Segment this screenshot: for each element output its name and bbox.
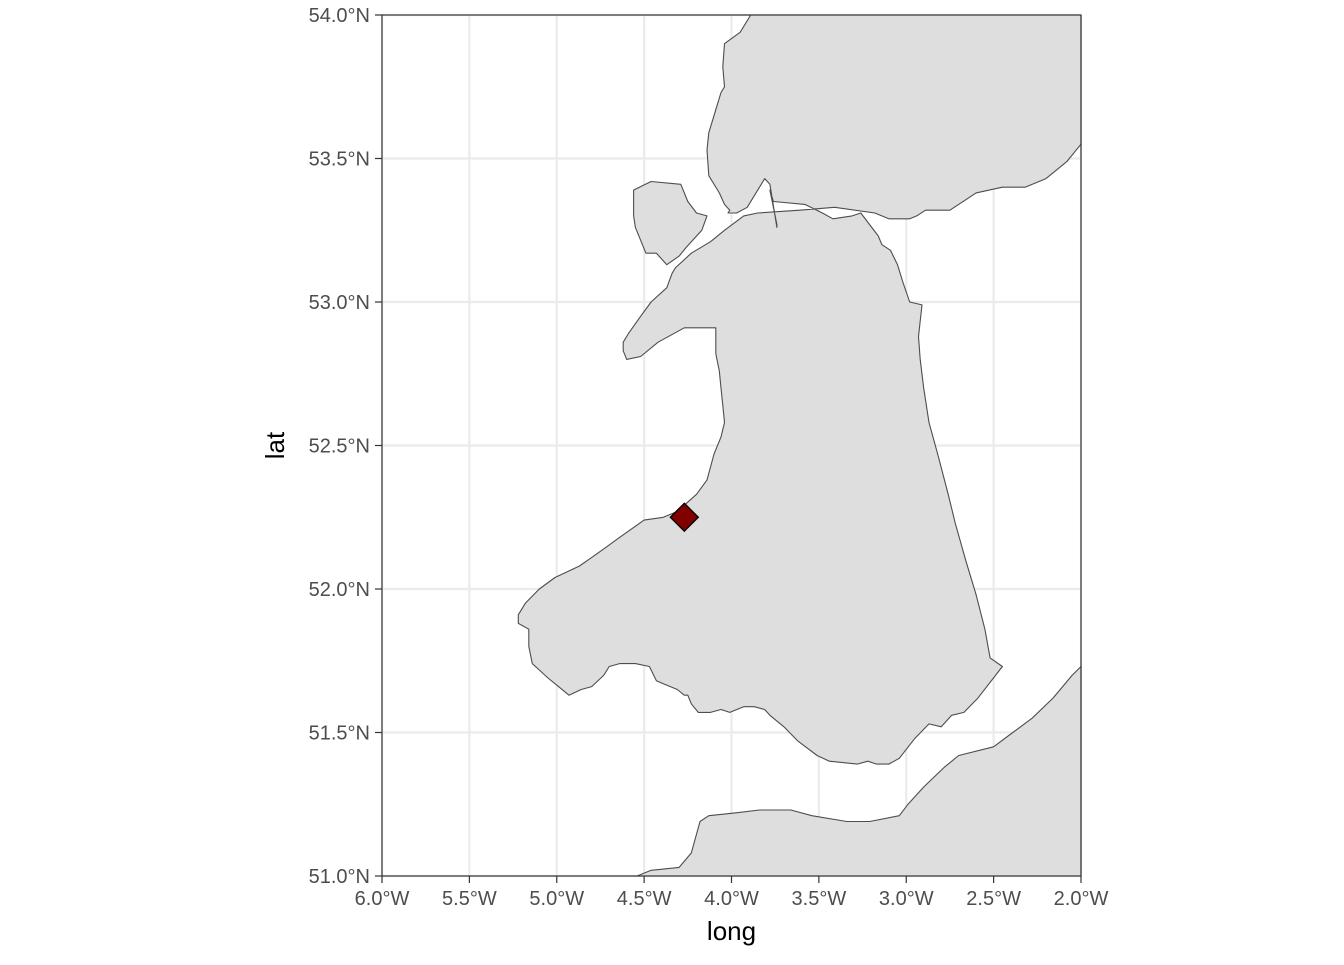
x-tick-label: 4.0°W [704,888,759,910]
x-tick-label: 5.5°W [442,888,497,910]
y-tick-label: 52.5°N [309,436,370,458]
y-tick-label: 51.0°N [309,866,370,888]
y-tick-label: 54.0°N [309,5,370,27]
x-axis-ticks: 6.0°W 5.5°W 5.0°W 4.5°W 4.0°W 3.5°W 3.0°W 2.5°W… [355,876,1109,910]
x-tick-label: 2.5°W [966,888,1021,910]
y-tick-label: 53.5°N [309,149,370,171]
x-tick-label: 6.0°W [355,888,410,910]
y-tick-label: 51.5°N [309,723,370,745]
x-tick-label: 3.5°W [792,888,847,910]
y-axis-title: lat [260,431,290,459]
y-tick-label: 52.0°N [309,579,370,601]
land-polygons [517,14,1082,877]
x-tick-label: 3.0°W [879,888,934,910]
x-tick-label: 5.0°W [529,888,584,910]
x-axis-title: long [707,916,756,946]
location-markers [669,502,700,533]
land-anglesey [633,180,708,266]
land-mainland [517,14,1082,765]
y-axis-ticks: 51.0°N 51.5°N 52.0°N 52.5°N 53.0°N 53.5°N 54.0… [309,5,382,888]
land-north-devon [636,665,1082,877]
x-tick-label: 4.5°W [617,888,672,910]
y-tick-label: 53.0°N [309,292,370,314]
x-tick-label: 2.0°W [1054,888,1109,910]
location-marker-diamond [669,502,700,533]
